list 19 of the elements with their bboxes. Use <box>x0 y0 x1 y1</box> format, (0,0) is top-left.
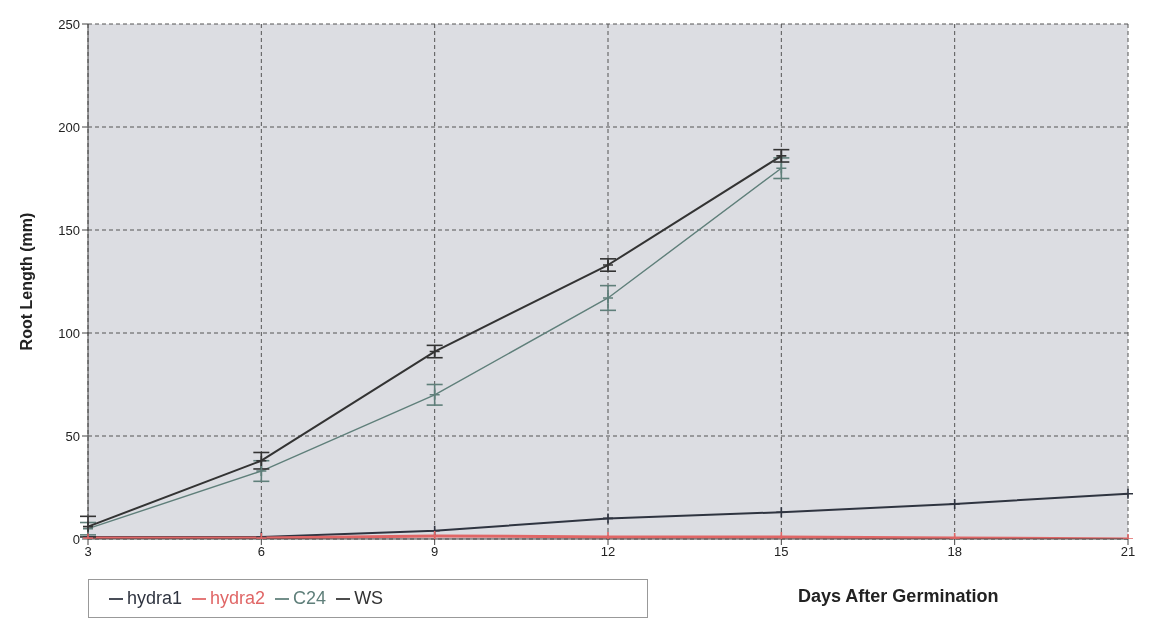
y-tick-label: 100 <box>58 325 80 341</box>
y-tick-label: 0 <box>72 531 80 547</box>
x-tick-label: 15 <box>774 544 789 560</box>
legend-label: hydra1 <box>127 588 183 608</box>
x-tick-label: 3 <box>84 544 92 560</box>
y-tick-label: 50 <box>65 428 80 444</box>
y-tick-label: 250 <box>58 16 80 32</box>
x-axis-title: Days After Germination <box>798 586 999 607</box>
legend-label: hydra2 <box>210 588 266 608</box>
y-tick-label: 200 <box>58 119 80 135</box>
y-tick-label: 150 <box>58 222 80 238</box>
y-axis-title: Root Length (mm) <box>17 212 35 351</box>
x-tick-label: 12 <box>600 544 616 560</box>
x-tick-label: 6 <box>257 544 265 560</box>
x-tick-label: 21 <box>1120 544 1136 560</box>
x-tick-label: 9 <box>431 544 439 560</box>
legend-label: C24 <box>293 588 327 608</box>
x-tick-label: 18 <box>947 544 962 560</box>
legend-label: WS <box>354 588 384 608</box>
